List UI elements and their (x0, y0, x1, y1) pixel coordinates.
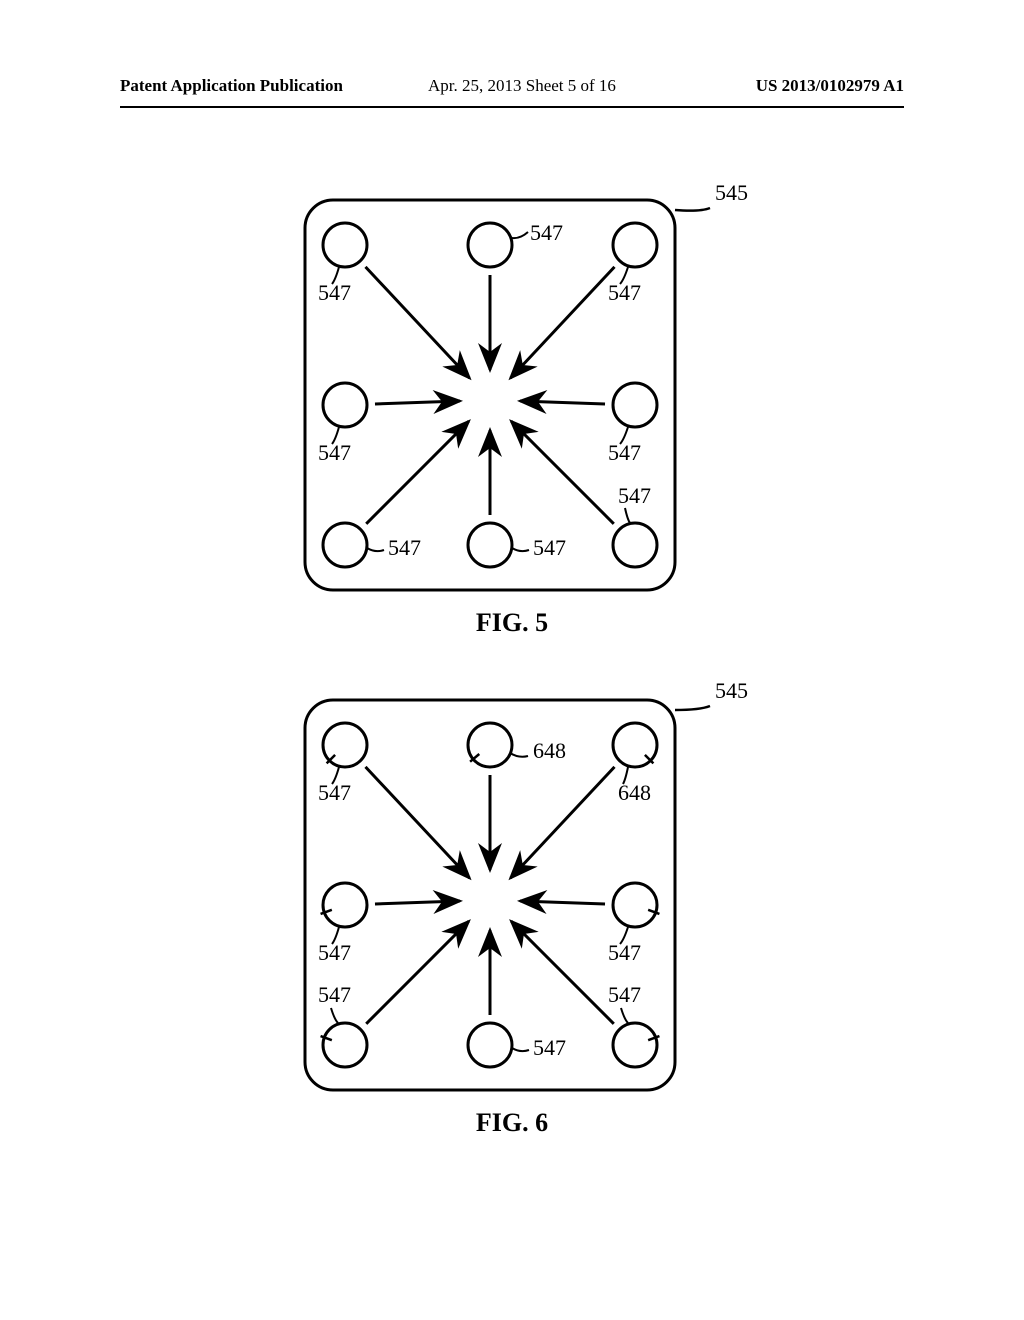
svg-text:545: 545 (715, 180, 748, 205)
svg-text:547: 547 (608, 982, 641, 1007)
patent-page: Patent Application Publication Apr. 25, … (0, 0, 1024, 1320)
svg-text:547: 547 (618, 483, 651, 508)
svg-text:547: 547 (608, 940, 641, 965)
svg-text:547: 547 (533, 1035, 566, 1060)
fig5-caption: FIG. 5 (0, 608, 1024, 638)
svg-text:648: 648 (533, 738, 566, 763)
svg-text:547: 547 (608, 440, 641, 465)
svg-text:547: 547 (533, 535, 566, 560)
svg-text:547: 547 (318, 940, 351, 965)
svg-text:547: 547 (318, 280, 351, 305)
svg-text:547: 547 (530, 220, 563, 245)
fig6-caption-area: FIG. 6 (0, 1108, 1024, 1138)
fig6-caption: FIG. 6 (0, 1108, 1024, 1138)
svg-text:547: 547 (388, 535, 421, 560)
svg-text:547: 547 (608, 280, 641, 305)
svg-text:547: 547 (318, 982, 351, 1007)
svg-text:648: 648 (618, 780, 651, 805)
svg-text:545: 545 (715, 678, 748, 703)
svg-text:547: 547 (318, 780, 351, 805)
fig5-caption-area: FIG. 5 (0, 608, 1024, 638)
svg-text:547: 547 (318, 440, 351, 465)
